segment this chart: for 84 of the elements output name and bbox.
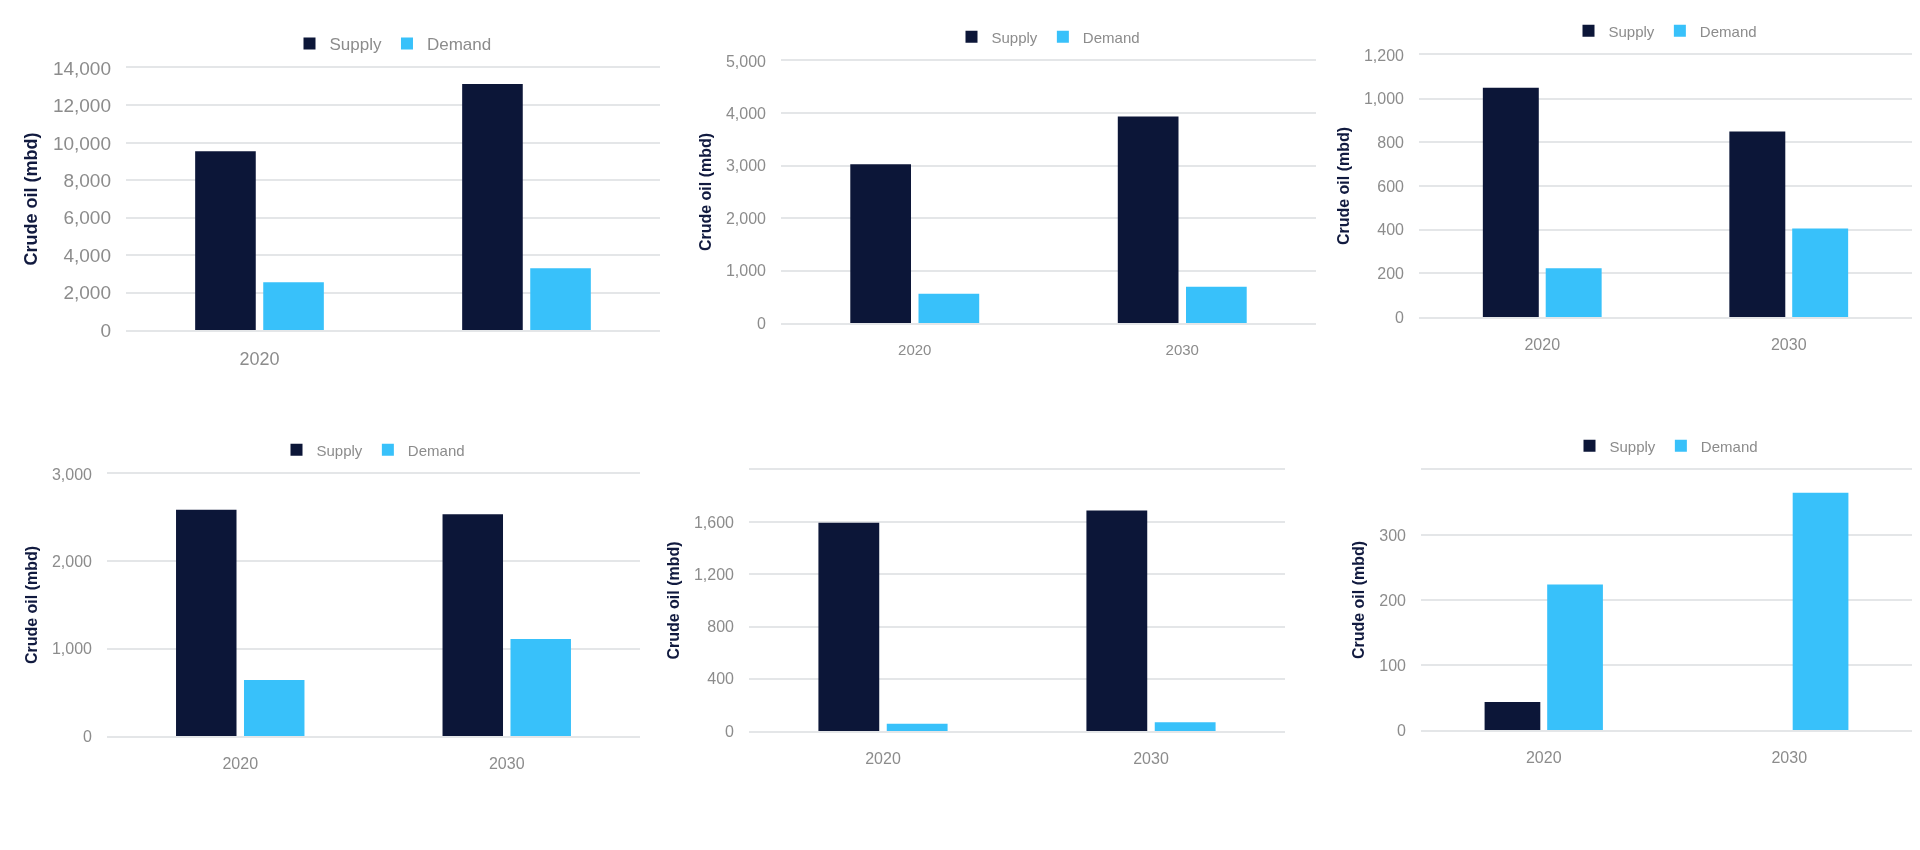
y-tick-label: 14,000 bbox=[52, 57, 111, 79]
bar bbox=[1545, 268, 1602, 317]
y-tick-label: 400 bbox=[707, 670, 735, 688]
y-tick-label: 2,000 bbox=[725, 209, 767, 227]
y-tick-label: 8,000 bbox=[63, 169, 111, 191]
y-tick-label: 2,000 bbox=[63, 282, 111, 304]
y-tick-label: 200 bbox=[1379, 591, 1407, 609]
legend-label: Demand bbox=[1699, 22, 1757, 40]
y-tick-label: 600 bbox=[1377, 177, 1405, 195]
legend-label: Demand bbox=[1082, 28, 1140, 46]
bar bbox=[243, 680, 305, 736]
y-tick-label: 4,000 bbox=[725, 105, 767, 122]
y-tick-label: 1,200 bbox=[693, 566, 735, 583]
y-tick-label: 800 bbox=[1377, 133, 1405, 151]
legend-label: Supply bbox=[1609, 437, 1656, 455]
y-tick-label: 3,000 bbox=[51, 465, 93, 483]
y-tick-label: 1,000 bbox=[51, 640, 93, 658]
bar bbox=[1154, 722, 1216, 731]
bar bbox=[818, 522, 880, 731]
bar bbox=[886, 723, 948, 731]
y-axis-title: Crude oil (mbd) bbox=[22, 545, 40, 665]
legend-label: Supply bbox=[1608, 22, 1655, 40]
bar bbox=[1186, 286, 1247, 323]
y-tick-label: 0 bbox=[83, 727, 93, 745]
bar bbox=[1086, 510, 1148, 731]
bar bbox=[1547, 584, 1603, 730]
bar bbox=[442, 514, 504, 736]
bar bbox=[510, 639, 571, 736]
y-tick-label: 300 bbox=[1379, 526, 1407, 544]
y-tick-label: 200 bbox=[1377, 264, 1405, 282]
bar bbox=[1484, 702, 1541, 730]
bar bbox=[263, 282, 324, 330]
bar bbox=[1792, 228, 1849, 317]
y-tick-label: 0 bbox=[1395, 308, 1405, 326]
y-tick-label: 1,600 bbox=[693, 513, 735, 531]
bar bbox=[195, 151, 256, 330]
y-tick-label: 0 bbox=[725, 722, 735, 740]
y-tick-label: 6,000 bbox=[63, 207, 111, 229]
bar bbox=[1482, 87, 1539, 317]
x-tick-label: 2020 bbox=[239, 349, 280, 370]
x-tick-label: 2020 bbox=[1525, 748, 1562, 766]
y-tick-label: 1,000 bbox=[725, 262, 767, 280]
legend-label: Demand bbox=[407, 441, 465, 459]
bar bbox=[462, 83, 523, 330]
y-tick-label: 100 bbox=[1379, 656, 1407, 674]
bar bbox=[918, 293, 980, 323]
legend-label: Supply bbox=[316, 441, 363, 459]
y-tick-label: 1,200 bbox=[1363, 46, 1405, 64]
y-axis-title: Crude oil (mbd) bbox=[21, 132, 42, 266]
x-tick-label: 2030 bbox=[1165, 340, 1199, 358]
x-tick-label: 2030 bbox=[488, 754, 525, 772]
bar bbox=[530, 268, 591, 330]
x-tick-label: 2020 bbox=[1524, 335, 1561, 353]
legend-label: Demand bbox=[426, 35, 492, 55]
y-tick-label: 0 bbox=[757, 314, 767, 332]
y-tick-label: 0 bbox=[1397, 721, 1407, 739]
y-tick-label: 0 bbox=[100, 319, 111, 341]
legend-label: Demand bbox=[1700, 437, 1758, 455]
bar bbox=[176, 509, 237, 736]
bar bbox=[1729, 131, 1786, 317]
y-tick-label: 12,000 bbox=[52, 95, 111, 117]
x-tick-label: 2030 bbox=[1771, 748, 1808, 766]
bar bbox=[850, 164, 911, 323]
y-axis-title: Crude oil (mbd) bbox=[1334, 126, 1352, 246]
legend-label: Supply bbox=[329, 35, 382, 55]
y-tick-label: 3,000 bbox=[725, 157, 767, 175]
y-tick-label: 2,000 bbox=[51, 552, 93, 570]
y-tick-label: 4,000 bbox=[63, 244, 111, 266]
legend-label: Supply bbox=[991, 28, 1038, 46]
bar bbox=[1117, 116, 1179, 323]
y-axis-title: Crude oil (mbd) bbox=[664, 541, 682, 660]
y-tick-label: 10,000 bbox=[52, 132, 111, 154]
y-axis-title: Crude oil (mbd) bbox=[1350, 540, 1368, 660]
y-tick-label: 5,000 bbox=[725, 52, 767, 70]
bar bbox=[1792, 492, 1849, 730]
x-tick-label: 2030 bbox=[1133, 749, 1169, 767]
y-tick-label: 1,000 bbox=[1363, 90, 1405, 108]
x-tick-label: 2020 bbox=[865, 749, 901, 767]
x-tick-label: 2020 bbox=[222, 754, 259, 772]
x-tick-label: 2020 bbox=[898, 340, 932, 358]
y-axis-title: Crude oil (mbd) bbox=[696, 132, 714, 252]
y-tick-label: 400 bbox=[1377, 221, 1405, 239]
x-tick-label: 2030 bbox=[1770, 335, 1807, 353]
y-tick-label: 800 bbox=[707, 618, 735, 636]
